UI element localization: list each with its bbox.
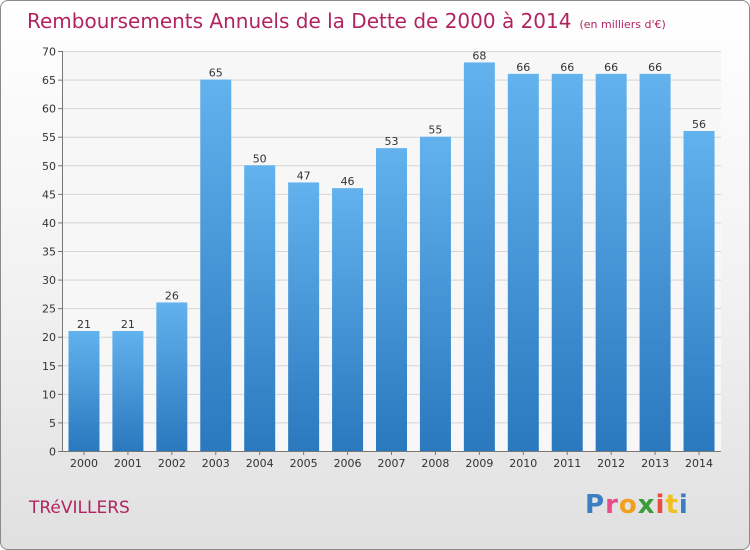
y-tick-label-5: 5 [49, 417, 56, 430]
bar-value-label-2007: 53 [385, 135, 399, 148]
logo-letter-0: P [585, 490, 606, 520]
y-tick-label-0: 0 [49, 446, 56, 459]
bar-2011 [551, 73, 583, 451]
x-tick-label-2003: 2003 [202, 457, 230, 470]
bar-2003 [200, 79, 232, 452]
bar-value-label-2000: 21 [77, 318, 91, 331]
bar-2014 [683, 131, 715, 451]
logo-letter-5: t [665, 490, 679, 520]
x-tick-label-2000: 2000 [70, 457, 98, 470]
bar-value-label-2003: 65 [209, 67, 223, 80]
x-tick-label-2014: 2014 [685, 457, 713, 470]
bar-value-label-2004: 50 [253, 152, 267, 165]
bar-2007 [376, 148, 407, 451]
commune-name: TRéVILLERS [29, 498, 130, 518]
x-tick-label-2006: 2006 [334, 457, 362, 470]
y-tick-label-30: 30 [42, 274, 56, 287]
y-tick-label-70: 70 [42, 46, 56, 59]
bar-2013 [639, 73, 671, 451]
y-tick-label-35: 35 [42, 246, 56, 259]
x-tick-label-2011: 2011 [553, 457, 581, 470]
y-tick-label-65: 65 [42, 74, 56, 87]
x-tick-label-2002: 2002 [158, 457, 186, 470]
bar-value-label-2008: 55 [428, 124, 442, 137]
bars [68, 62, 715, 452]
data-labels: 21 21 26 65 50 47 46 53 55 68 66 66 66 66 56 [77, 49, 706, 331]
y-tick-label-10: 10 [42, 388, 56, 401]
logo-letter-2: o [618, 490, 638, 520]
axes: 0 5 10 15 20 25 30 35 40 45 50 55 60 65 70 2000 2001 2002… [42, 46, 721, 470]
bar-2000 [68, 331, 100, 451]
proxiti-logo: Proxiti [585, 490, 689, 520]
bar-value-label-2010: 66 [516, 61, 530, 74]
logo-letter-6: i [678, 490, 689, 520]
bar-2001 [112, 331, 144, 451]
y-tick-label-15: 15 [42, 360, 56, 373]
y-tick-label-40: 40 [42, 217, 56, 230]
y-tick-label-60: 60 [42, 103, 56, 116]
chart-title-text: Remboursements Annuels de la Dette de 20… [27, 9, 572, 33]
logo-letter-4: i [655, 490, 666, 520]
chart-title: Remboursements Annuels de la Dette de 20… [27, 9, 666, 33]
x-tick-label-2013: 2013 [641, 457, 669, 470]
bar-value-label-2001: 21 [121, 318, 135, 331]
bar-value-label-2006: 46 [341, 175, 355, 188]
y-tick-label-25: 25 [42, 303, 56, 316]
logo-letter-3: x [637, 490, 656, 520]
bar-value-label-2012: 66 [604, 61, 618, 74]
bar-2005 [288, 182, 320, 451]
y-tick-label-55: 55 [42, 131, 56, 144]
x-tick-label-2001: 2001 [114, 457, 142, 470]
bar-2008 [419, 136, 451, 451]
x-tick-label-2009: 2009 [465, 457, 493, 470]
bar-value-label-2013: 66 [648, 61, 662, 74]
bar-value-label-2005: 47 [297, 169, 311, 182]
bar-2012 [595, 73, 627, 451]
bar-value-label-2002: 26 [165, 289, 179, 302]
x-tick-label-2005: 2005 [290, 457, 318, 470]
y-tick-label-20: 20 [42, 331, 56, 344]
x-tick-label-2007: 2007 [378, 457, 406, 470]
bar-value-label-2009: 68 [472, 49, 486, 62]
x-tick-label-2010: 2010 [509, 457, 537, 470]
chart-subtitle: (en milliers d'€) [579, 18, 666, 31]
logo-letter-1: r [605, 490, 619, 520]
bar-value-label-2011: 66 [560, 61, 574, 74]
y-tick-label-50: 50 [42, 160, 56, 173]
bar-2010 [507, 73, 539, 451]
bar-2006 [332, 188, 364, 451]
bar-2009 [463, 62, 495, 452]
bar-2004 [244, 165, 276, 452]
bar-value-label-2014: 56 [692, 118, 706, 131]
x-tick-label-2004: 2004 [246, 457, 274, 470]
x-tick-label-2012: 2012 [597, 457, 625, 470]
y-tick-label-45: 45 [42, 188, 56, 201]
x-tick-label-2008: 2008 [421, 457, 449, 470]
bar-2002 [156, 302, 188, 451]
